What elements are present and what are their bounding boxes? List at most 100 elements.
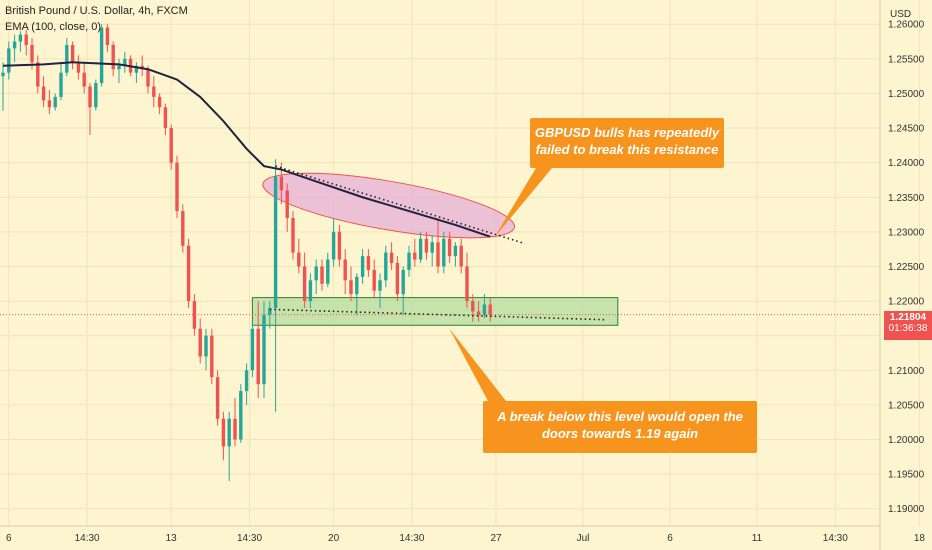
candle-body bbox=[436, 242, 440, 267]
candle-body bbox=[59, 72, 63, 97]
candle-body bbox=[331, 231, 336, 260]
price-tick-label: 1.19000 bbox=[888, 504, 925, 515]
candle-body bbox=[210, 335, 214, 378]
candle-body bbox=[111, 44, 115, 70]
candle-body bbox=[488, 304, 492, 315]
candle-body bbox=[47, 100, 52, 108]
candle-body bbox=[221, 418, 226, 447]
candle-body bbox=[76, 62, 81, 73]
candle-body bbox=[424, 238, 429, 253]
candle-body bbox=[99, 27, 104, 84]
candle-body bbox=[366, 256, 371, 270]
support-note: A break below this level would open the … bbox=[483, 401, 757, 453]
resistance-note-text: GBPUSD bulls has repeatedly failed to br… bbox=[534, 125, 720, 157]
time-tick-label: 6 bbox=[667, 533, 673, 544]
candle-body bbox=[18, 34, 23, 42]
candle-body bbox=[384, 252, 388, 281]
candle-body bbox=[442, 238, 446, 267]
candle-body bbox=[105, 27, 110, 45]
candle-body bbox=[378, 280, 382, 291]
candle-body bbox=[308, 280, 313, 302]
time-tick-label: 14:30 bbox=[75, 533, 100, 544]
candle-body bbox=[181, 211, 185, 246]
candle-body bbox=[482, 304, 487, 315]
time-axis[interactable]: 6 14:30 13 14:30 20 14:30 27 Jul 6 11 14:30 18 bbox=[0, 525, 926, 544]
candle-body bbox=[157, 96, 162, 108]
candle-body bbox=[418, 238, 423, 260]
price-tick-label: 1.20500 bbox=[888, 400, 925, 411]
candle-body bbox=[65, 44, 69, 73]
candle-body bbox=[123, 58, 127, 66]
symbol-title: British Pound / U.S. Dollar, 4h, FXCM bbox=[5, 5, 188, 17]
candle-body bbox=[430, 242, 434, 253]
candle-body bbox=[146, 69, 150, 87]
candle-body bbox=[250, 328, 255, 371]
resistance-trendline bbox=[275, 165, 526, 245]
grid bbox=[0, 0, 920, 526]
candle-body bbox=[268, 307, 272, 315]
candle-body bbox=[41, 86, 46, 101]
support-callout-pointer bbox=[449, 328, 506, 401]
candle-body bbox=[279, 176, 284, 191]
bar-countdown: 01:36:38 bbox=[888, 323, 928, 334]
candle-body bbox=[1, 72, 5, 77]
candle-body bbox=[297, 252, 301, 267]
candle-body bbox=[24, 34, 28, 45]
candle-body bbox=[465, 266, 469, 302]
time-tick-label: 14:30 bbox=[399, 533, 424, 544]
candle-body bbox=[256, 328, 260, 385]
price-tick-label: 1.26000 bbox=[888, 20, 925, 31]
support-note-text: A break below this level would open the … bbox=[497, 409, 743, 441]
time-tick-label: 13 bbox=[166, 533, 178, 544]
price-tick-label: 1.19500 bbox=[888, 470, 925, 481]
time-tick-label: 6 bbox=[6, 533, 12, 544]
candle-body bbox=[70, 44, 75, 63]
candle-body bbox=[134, 65, 139, 73]
candle-body bbox=[233, 418, 237, 440]
candle-body bbox=[372, 269, 376, 291]
ema-legend: EMA (100, close, 0) bbox=[5, 21, 101, 33]
time-tick-label: 18 bbox=[914, 533, 926, 544]
candle-body bbox=[88, 86, 92, 108]
candle-body bbox=[291, 218, 295, 253]
candle-body bbox=[471, 301, 475, 312]
candle-body bbox=[36, 62, 40, 87]
time-tick-label: 27 bbox=[490, 533, 502, 544]
candle-body bbox=[401, 269, 405, 295]
candle-body bbox=[453, 245, 458, 257]
candle-body bbox=[53, 96, 57, 108]
price-tick-label: 1.23500 bbox=[888, 193, 925, 204]
candle-body bbox=[262, 314, 266, 385]
time-tick-label: 11 bbox=[752, 533, 763, 544]
current-price-tag: 1.21804 01:36:38 bbox=[884, 311, 932, 340]
candle-body bbox=[244, 370, 249, 392]
candle-body bbox=[337, 231, 342, 260]
price-tick-label: 1.25500 bbox=[888, 54, 925, 65]
time-tick-label: 20 bbox=[328, 533, 340, 544]
resistance-callout-pointer bbox=[494, 168, 552, 238]
candle-body bbox=[198, 328, 202, 357]
price-axis-background bbox=[880, 0, 932, 550]
candle-body bbox=[476, 311, 481, 315]
price-tick-label: 1.24000 bbox=[888, 158, 925, 169]
candle-body bbox=[459, 245, 463, 267]
candle-body bbox=[186, 245, 191, 302]
price-axis-currency: USD bbox=[890, 9, 911, 20]
candle-body bbox=[117, 65, 121, 70]
candle-body bbox=[169, 128, 173, 163]
candle-body bbox=[204, 335, 208, 357]
candle-body bbox=[239, 391, 243, 440]
ema-100-line bbox=[2, 61, 491, 238]
price-tick-label: 1.20000 bbox=[888, 435, 925, 446]
candle-body bbox=[447, 238, 452, 257]
candle-body bbox=[163, 107, 168, 129]
candle-body bbox=[94, 83, 98, 108]
support-zone-box bbox=[251, 297, 619, 326]
candle-body bbox=[82, 72, 86, 87]
candle-body bbox=[314, 266, 318, 281]
candle-body bbox=[360, 256, 365, 277]
candle-body bbox=[30, 44, 34, 63]
